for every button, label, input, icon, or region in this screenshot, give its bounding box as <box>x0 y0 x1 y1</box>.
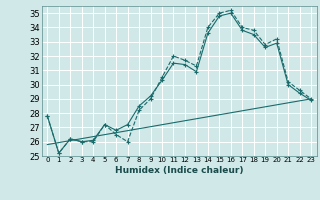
X-axis label: Humidex (Indice chaleur): Humidex (Indice chaleur) <box>115 166 244 175</box>
